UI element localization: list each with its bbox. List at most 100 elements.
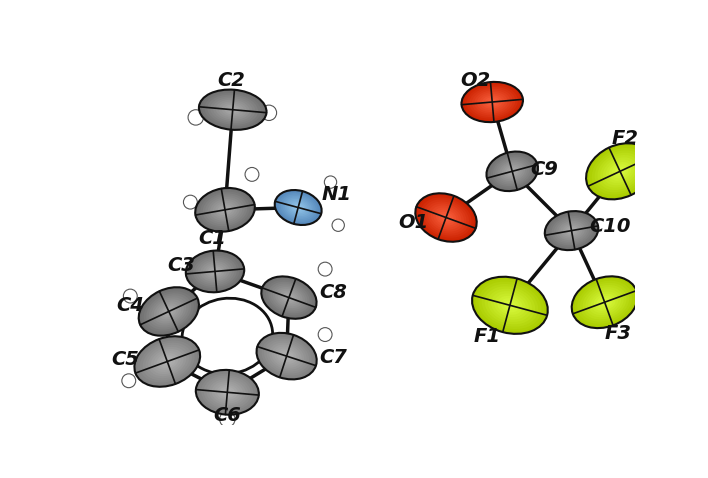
Ellipse shape: [491, 155, 534, 188]
Ellipse shape: [602, 300, 607, 304]
Ellipse shape: [190, 254, 239, 289]
Ellipse shape: [494, 293, 526, 317]
Ellipse shape: [580, 283, 629, 322]
Ellipse shape: [137, 338, 198, 385]
Ellipse shape: [296, 206, 300, 209]
Text: C6: C6: [213, 406, 241, 425]
Ellipse shape: [558, 221, 585, 240]
Ellipse shape: [193, 256, 237, 287]
Ellipse shape: [574, 279, 635, 326]
Ellipse shape: [430, 206, 462, 229]
Text: N1: N1: [321, 185, 352, 204]
Ellipse shape: [212, 270, 217, 273]
Ellipse shape: [195, 258, 234, 285]
Ellipse shape: [264, 339, 309, 374]
Ellipse shape: [198, 259, 232, 283]
Ellipse shape: [292, 203, 304, 212]
Ellipse shape: [202, 91, 263, 128]
Ellipse shape: [198, 372, 256, 413]
Ellipse shape: [268, 282, 309, 314]
Ellipse shape: [479, 282, 542, 329]
Ellipse shape: [586, 143, 654, 199]
Ellipse shape: [151, 349, 183, 374]
Ellipse shape: [421, 197, 472, 238]
Circle shape: [261, 105, 277, 120]
Ellipse shape: [287, 199, 310, 216]
Ellipse shape: [592, 148, 649, 195]
Ellipse shape: [603, 157, 637, 185]
Ellipse shape: [503, 165, 521, 178]
Ellipse shape: [161, 305, 176, 317]
Text: O1: O1: [399, 213, 429, 232]
Ellipse shape: [188, 252, 241, 291]
Ellipse shape: [222, 389, 233, 396]
Ellipse shape: [595, 150, 646, 192]
Ellipse shape: [287, 296, 291, 299]
Ellipse shape: [443, 216, 449, 219]
Ellipse shape: [599, 298, 610, 306]
Ellipse shape: [200, 192, 250, 228]
Ellipse shape: [591, 292, 618, 313]
Ellipse shape: [596, 296, 613, 309]
Text: C10: C10: [589, 217, 631, 236]
Ellipse shape: [441, 214, 451, 222]
Ellipse shape: [485, 286, 535, 325]
Ellipse shape: [503, 301, 516, 310]
Ellipse shape: [487, 98, 497, 105]
Ellipse shape: [216, 99, 250, 120]
Ellipse shape: [204, 376, 251, 409]
Ellipse shape: [259, 335, 314, 378]
Ellipse shape: [196, 370, 259, 415]
Ellipse shape: [474, 90, 510, 114]
Ellipse shape: [164, 307, 174, 315]
Ellipse shape: [507, 303, 513, 308]
Ellipse shape: [141, 289, 196, 334]
Ellipse shape: [472, 88, 513, 115]
Ellipse shape: [615, 167, 626, 176]
Ellipse shape: [284, 354, 289, 358]
Ellipse shape: [230, 108, 236, 111]
Circle shape: [183, 195, 198, 209]
Ellipse shape: [565, 226, 578, 236]
Ellipse shape: [497, 296, 523, 315]
Ellipse shape: [198, 190, 252, 230]
Ellipse shape: [261, 276, 316, 319]
Ellipse shape: [280, 195, 316, 221]
Ellipse shape: [497, 160, 527, 183]
Ellipse shape: [209, 379, 246, 405]
Ellipse shape: [491, 291, 529, 320]
Ellipse shape: [275, 190, 321, 225]
Ellipse shape: [215, 203, 235, 217]
Text: C5: C5: [111, 350, 139, 369]
Ellipse shape: [210, 199, 240, 221]
Ellipse shape: [416, 193, 476, 242]
Ellipse shape: [205, 264, 224, 278]
Ellipse shape: [269, 343, 304, 369]
Ellipse shape: [144, 291, 194, 332]
Ellipse shape: [202, 263, 227, 280]
Circle shape: [219, 412, 235, 427]
Ellipse shape: [272, 345, 302, 368]
Circle shape: [245, 167, 259, 181]
Ellipse shape: [428, 203, 464, 232]
Ellipse shape: [544, 211, 598, 250]
Ellipse shape: [479, 94, 505, 110]
Text: C3: C3: [167, 256, 195, 275]
Ellipse shape: [477, 92, 508, 112]
Ellipse shape: [567, 228, 576, 234]
Ellipse shape: [481, 284, 538, 327]
Ellipse shape: [279, 193, 318, 222]
Ellipse shape: [156, 353, 178, 370]
Ellipse shape: [199, 89, 266, 130]
Ellipse shape: [280, 291, 298, 304]
Ellipse shape: [202, 194, 247, 226]
Ellipse shape: [569, 229, 573, 232]
Circle shape: [123, 289, 137, 303]
Text: F3: F3: [604, 324, 632, 343]
Ellipse shape: [164, 359, 170, 364]
Ellipse shape: [159, 304, 179, 319]
Ellipse shape: [560, 222, 583, 239]
Ellipse shape: [285, 294, 294, 301]
Ellipse shape: [499, 162, 525, 181]
Ellipse shape: [210, 96, 256, 123]
